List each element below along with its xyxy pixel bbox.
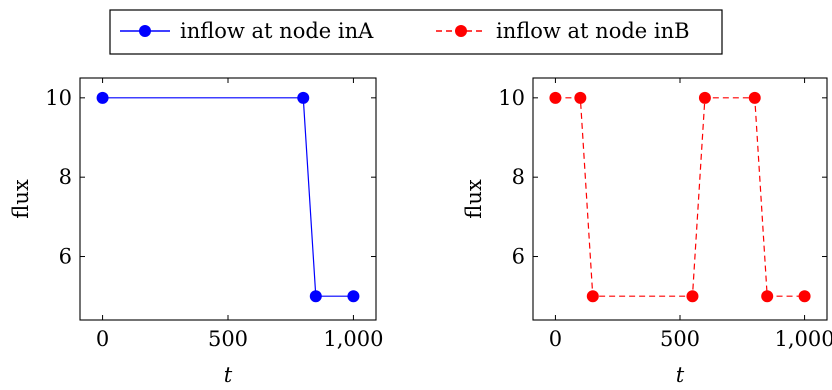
data-point xyxy=(748,91,761,104)
plot-frame xyxy=(532,77,828,321)
plot-frame xyxy=(79,77,377,321)
x-tick-label: 500 xyxy=(208,327,248,351)
legend-box xyxy=(109,9,723,55)
data-point xyxy=(347,290,360,303)
data-point xyxy=(309,290,322,303)
data-point xyxy=(761,290,774,303)
y-tick-label: 8 xyxy=(512,165,525,189)
x-tick-label: 0 xyxy=(549,327,562,351)
data-point xyxy=(297,91,310,104)
legend-marker-inB xyxy=(455,25,467,37)
legend: inflow at node inA inflow at node inB xyxy=(109,9,723,55)
x-axis-label: t xyxy=(224,363,233,385)
legend-marker-inA xyxy=(139,25,151,37)
x-tick-label: 500 xyxy=(660,327,700,351)
x-axis-label: t xyxy=(676,363,685,385)
y-tick-label: 6 xyxy=(59,245,72,269)
legend-label-inB: inflow at node inB xyxy=(496,19,690,43)
x-tick-label: 1,000 xyxy=(775,327,832,351)
data-point xyxy=(549,91,562,104)
series-line xyxy=(102,97,354,297)
data-point xyxy=(586,290,599,303)
data-point xyxy=(798,290,811,303)
y-tick-label: 10 xyxy=(498,86,525,110)
y-tick-label: 6 xyxy=(512,245,525,269)
legend-label-inA: inflow at node inA xyxy=(180,19,374,43)
y-axis-label: flux xyxy=(462,179,486,219)
data-point xyxy=(96,91,109,104)
x-tick-label: 1,000 xyxy=(323,327,383,351)
y-tick-label: 10 xyxy=(45,86,72,110)
series-line xyxy=(555,97,805,297)
y-axis-label: flux xyxy=(9,179,33,219)
chart-inflow-inA: 0 500 1,000 6 8 10 t flux xyxy=(9,77,383,387)
data-point xyxy=(686,290,699,303)
chart-inflow-inB: 0 500 1,000 6 8 10 t flux xyxy=(462,77,832,387)
y-tick-label: 8 xyxy=(59,165,72,189)
data-point xyxy=(698,91,711,104)
data-point xyxy=(574,91,587,104)
x-tick-label: 0 xyxy=(96,327,109,351)
